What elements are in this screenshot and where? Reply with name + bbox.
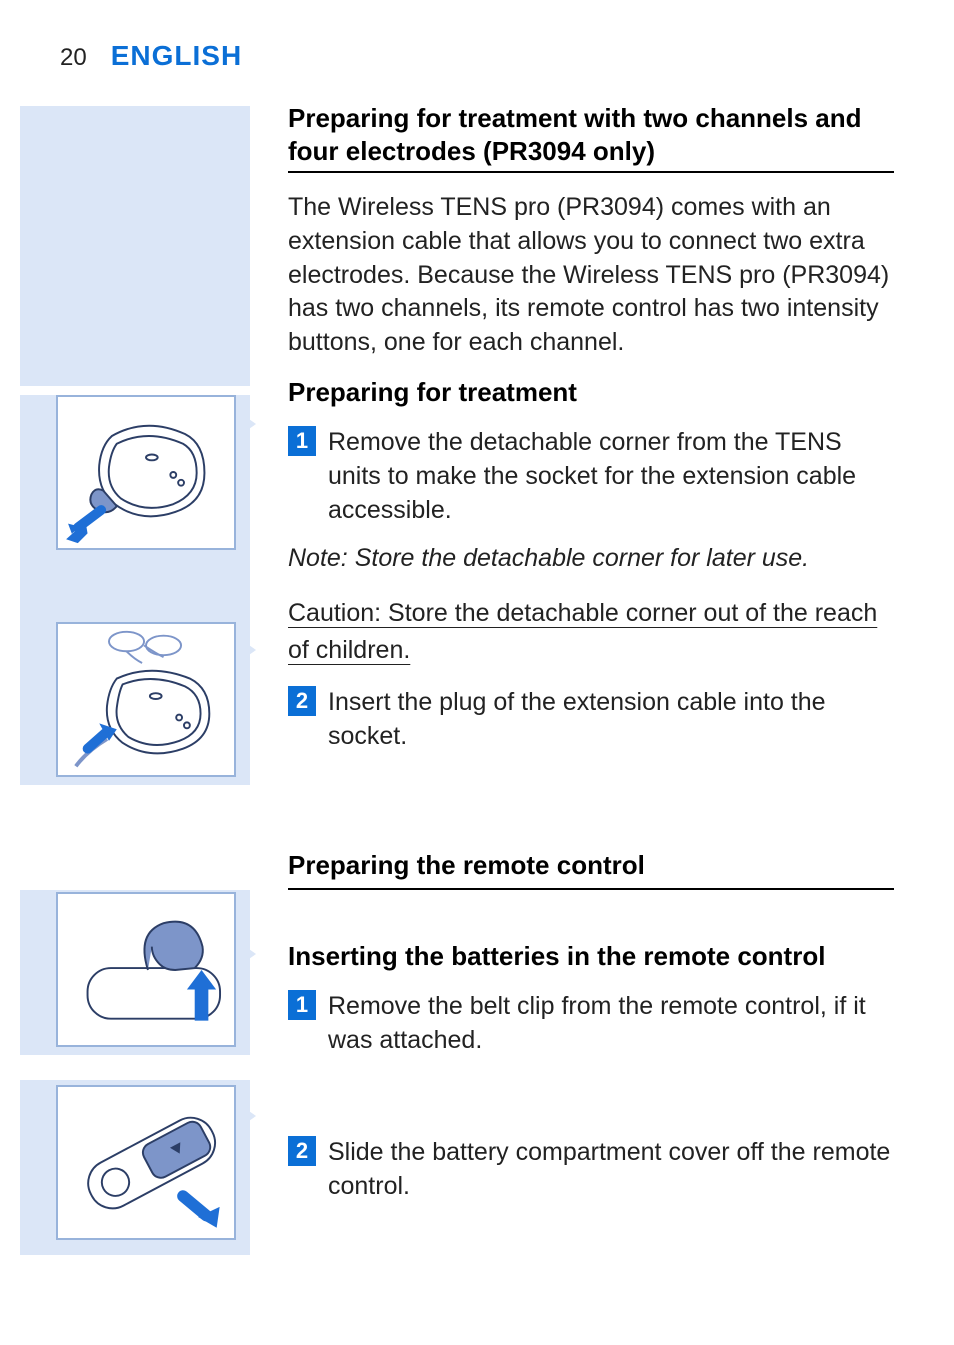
step-text: Remove the belt clip from the remote con… (328, 990, 894, 1058)
callout-pointer (236, 1102, 256, 1130)
step: 2 Insert the plug of the extension cable… (288, 686, 894, 754)
section-heading: Preparing for treatment (288, 376, 894, 409)
callout-pointer (236, 636, 256, 664)
spacer (288, 753, 894, 833)
section-heading: Preparing for treatment with two channel… (288, 102, 894, 173)
step-number-badge: 1 (288, 990, 316, 1020)
figure-slide-battery-cover (56, 1085, 236, 1240)
step-text: Insert the plug of the extension cable i… (328, 686, 894, 754)
figure-remove-corner (56, 395, 236, 550)
spacer (288, 904, 894, 924)
language-label: ENGLISH (111, 40, 242, 72)
content-column: Preparing for treatment with two channel… (288, 102, 914, 1203)
callout-pointer (236, 940, 256, 968)
side-strip (20, 106, 250, 386)
step-text: Slide the battery compartment cover off … (328, 1136, 894, 1204)
spacer (288, 1058, 894, 1118)
manual-page: 20 ENGLISH Preparing for treatment with … (0, 0, 954, 1345)
step-text: Remove the detachable corner from the TE… (328, 426, 894, 527)
step-number-badge: 1 (288, 426, 316, 456)
figure-remove-belt-clip (56, 892, 236, 1047)
page-header: 20 ENGLISH (0, 40, 914, 72)
section-intro: The Wireless TENS pro (PR3094) comes wit… (288, 191, 894, 360)
figure-insert-cable (56, 622, 236, 777)
step: 2 Slide the battery compartment cover of… (288, 1136, 894, 1204)
step-number-badge: 2 (288, 1136, 316, 1166)
step: 1 Remove the belt clip from the remote c… (288, 990, 894, 1058)
section-heading: Preparing the remote control (288, 849, 894, 890)
caution-text: Caution: Store the detachable corner out… (288, 595, 894, 668)
step-number-badge: 2 (288, 686, 316, 716)
callout-pointer (236, 410, 256, 438)
step: 1 Remove the detachable corner from the … (288, 426, 894, 527)
page-number: 20 (60, 44, 87, 72)
section-heading: Inserting the batteries in the remote co… (288, 940, 894, 973)
note-text: Note: Store the detachable corner for la… (288, 542, 894, 576)
